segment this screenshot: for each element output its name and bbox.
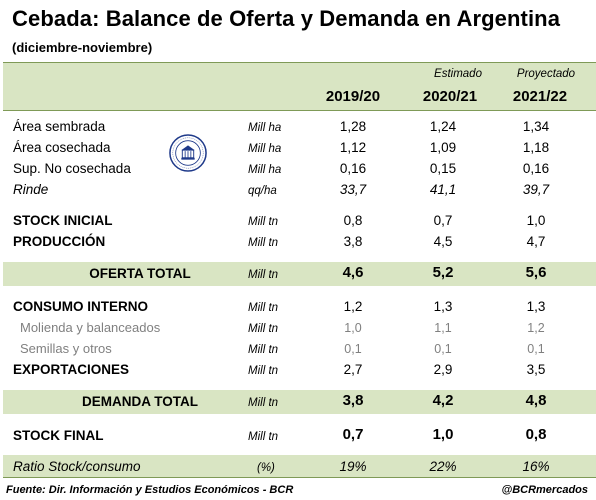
row-label-ratio: Ratio Stock/consumo	[13, 459, 141, 474]
value-semillas-2021-22: 0,1	[527, 342, 545, 356]
row-label-stock-inicial: STOCK INICIAL	[13, 213, 113, 228]
value-sup-no-cosechada-2021-22: 0,16	[522, 161, 550, 176]
value-semillas-2020-21: 0,1	[434, 342, 452, 356]
row-unit-ratio: (%)	[257, 462, 275, 474]
value-sup-no-cosechada-2019-20: 0,16	[339, 161, 367, 176]
row-label-oferta-total: OFERTA TOTAL	[89, 266, 191, 281]
table-bottom-rule	[3, 477, 596, 478]
source-note: Fuente: Dir. Información y Estudios Econ…	[6, 484, 294, 496]
value-ratio-2020-21: 22%	[429, 459, 457, 474]
row-unit-area-cosechada: Mill ha	[248, 143, 282, 155]
value-stock-final-2021-22: 0,8	[525, 426, 547, 443]
row-label-exportaciones: EXPORTACIONES	[13, 362, 130, 377]
oferta-total-band	[3, 262, 596, 286]
value-sup-no-cosechada-2020-21: 0,15	[429, 161, 457, 176]
value-demanda-total-2019-20: 3,8	[342, 392, 364, 409]
value-stock-final-2019-20: 0,7	[342, 426, 364, 443]
value-area-sembrada-2021-22: 1,34	[522, 119, 550, 134]
value-molienda-2019-20: 1,0	[344, 321, 362, 335]
row-unit-molienda: Mill tn	[248, 323, 279, 335]
value-exportaciones-2019-20: 2,7	[343, 362, 363, 377]
row-unit-rinde: qq/ha	[248, 185, 277, 197]
row-label-demanda-total: DEMANDA TOTAL	[82, 394, 198, 409]
header-bottom-rule	[3, 110, 596, 111]
value-demanda-total-2020-21: 4,2	[432, 392, 454, 409]
row-unit-demanda-total: Mill tn	[248, 397, 279, 409]
value-semillas-2019-20: 0,1	[344, 342, 362, 356]
value-consumo-interno-2020-21: 1,3	[433, 299, 453, 314]
row-unit-sup-no-cosechada: Mill ha	[248, 164, 282, 176]
value-rinde-2021-22: 39,7	[522, 182, 550, 197]
column-header-2020-21: 2020/21	[422, 88, 478, 105]
page-title: Cebada: Balance de Oferta y Demanda en A…	[12, 6, 561, 31]
row-label-sup-no-cosechada: Sup. No cosechada	[13, 161, 131, 176]
value-area-cosechada-2020-21: 1,09	[429, 140, 457, 155]
social-handle: @BCRmercados	[501, 484, 588, 496]
value-rinde-2020-21: 41,1	[429, 182, 457, 197]
value-molienda-2021-22: 1,2	[527, 321, 545, 335]
column-header-2019-20: 2019/20	[325, 88, 381, 105]
demanda-total-band	[3, 390, 596, 414]
value-ratio-2021-22: 16%	[522, 459, 550, 474]
row-unit-stock-final: Mill tn	[248, 431, 279, 443]
row-unit-produccion: Mill tn	[248, 237, 279, 249]
header-band	[3, 62, 596, 110]
bcr-seal-logo	[169, 134, 207, 172]
value-produccion-2019-20: 3,8	[343, 234, 363, 249]
ratio-band	[3, 455, 596, 477]
value-produccion-2020-21: 4,5	[433, 234, 453, 249]
row-unit-oferta-total: Mill tn	[248, 269, 279, 281]
value-oferta-total-2021-22: 5,6	[525, 264, 547, 281]
value-rinde-2019-20: 33,7	[339, 182, 367, 197]
row-unit-exportaciones: Mill tn	[248, 365, 279, 377]
row-label-produccion: PRODUCCIÓN	[13, 234, 106, 249]
value-area-cosechada-2021-22: 1,18	[522, 140, 550, 155]
column-note-2020-21: Estimado	[434, 68, 482, 80]
value-stock-inicial-2020-21: 0,7	[433, 213, 453, 228]
row-label-stock-final: STOCK FINAL	[13, 428, 104, 443]
row-unit-area-sembrada: Mill ha	[248, 122, 282, 134]
value-oferta-total-2019-20: 4,6	[342, 264, 364, 281]
value-oferta-total-2020-21: 5,2	[432, 264, 454, 281]
value-stock-inicial-2021-22: 1,0	[526, 213, 546, 228]
value-ratio-2019-20: 19%	[339, 459, 367, 474]
value-demanda-total-2021-22: 4,8	[525, 392, 547, 409]
row-label-rinde: Rinde	[13, 182, 49, 197]
value-consumo-interno-2019-20: 1,2	[343, 299, 363, 314]
row-label-semillas: Semillas y otros	[20, 341, 112, 356]
row-label-molienda: Molienda y balanceados	[20, 320, 161, 335]
header-top-rule	[3, 62, 596, 63]
value-exportaciones-2021-22: 3,5	[526, 362, 546, 377]
row-unit-stock-inicial: Mill tn	[248, 216, 279, 228]
page-subtitle: (diciembre-noviembre)	[12, 40, 153, 55]
column-header-2021-22: 2021/22	[512, 88, 568, 105]
value-exportaciones-2020-21: 2,9	[433, 362, 453, 377]
value-area-cosechada-2019-20: 1,12	[339, 140, 367, 155]
value-stock-inicial-2019-20: 0,8	[343, 213, 363, 228]
row-label-area-cosechada: Área cosechada	[13, 140, 111, 155]
row-label-area-sembrada: Área sembrada	[13, 119, 106, 134]
row-label-consumo-interno: CONSUMO INTERNO	[13, 299, 148, 314]
column-note-2021-22: Proyectado	[516, 68, 576, 80]
row-unit-consumo-interno: Mill tn	[248, 302, 279, 314]
value-area-sembrada-2020-21: 1,24	[429, 119, 457, 134]
value-consumo-interno-2021-22: 1,3	[526, 299, 546, 314]
value-stock-final-2020-21: 1,0	[432, 426, 454, 443]
row-unit-semillas: Mill tn	[248, 344, 279, 356]
value-area-sembrada-2019-20: 1,28	[339, 119, 367, 134]
value-molienda-2020-21: 1,1	[434, 321, 452, 335]
value-produccion-2021-22: 4,7	[526, 234, 546, 249]
